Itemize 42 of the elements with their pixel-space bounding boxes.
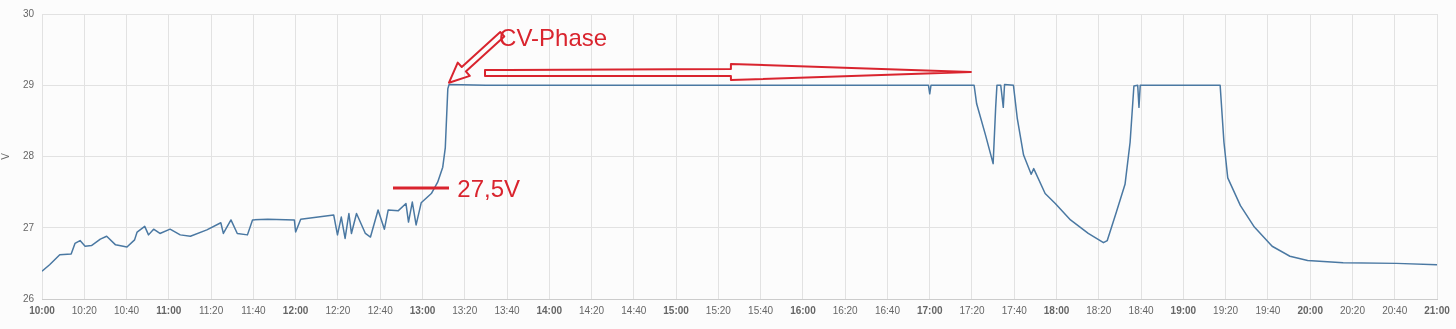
x-tick-label: 20:00 <box>1297 304 1324 316</box>
x-tick-label: 15:20 <box>705 304 732 316</box>
annotation: CV-Phase <box>499 23 608 51</box>
x-tick-label: 10:40 <box>114 304 140 316</box>
x-tick-label: 16:00 <box>790 304 817 316</box>
x-tick-label: 21:00 <box>1424 304 1451 316</box>
x-tick-label: 10:20 <box>71 304 98 316</box>
x-tick-label: 15:40 <box>748 304 774 316</box>
x-tick-label: 12:20 <box>325 304 351 316</box>
y-tick-label: 26 <box>22 292 35 304</box>
y-axis-title: V <box>0 152 11 160</box>
x-tick-label: 14:00 <box>536 304 563 316</box>
x-tick-label: 13:40 <box>494 304 520 316</box>
x-tick-label: 20:40 <box>1382 304 1408 316</box>
x-tick-label: 13:00 <box>409 304 436 316</box>
x-tick-label: 11:00 <box>156 304 182 316</box>
x-tick-label: 13:20 <box>452 304 478 316</box>
x-tick-label: 15:00 <box>663 304 690 316</box>
x-tick-label: 19:40 <box>1255 304 1281 316</box>
x-tick-label: 12:00 <box>282 304 309 316</box>
x-tick-label: 14:40 <box>621 304 647 316</box>
x-tick-label: 11:40 <box>241 304 266 316</box>
x-tick-label: 16:20 <box>832 304 859 316</box>
x-tick-label: 18:20 <box>1086 304 1112 316</box>
x-tick-label: 20:20 <box>1339 304 1366 316</box>
x-tick-label: 18:00 <box>1043 304 1070 316</box>
y-tick-label: 29 <box>22 79 35 90</box>
x-tick-label: 17:20 <box>959 304 985 316</box>
x-tick-label: 16:40 <box>874 304 901 316</box>
x-tick-label: 11:20 <box>198 304 224 316</box>
annotation: 27,5V <box>457 174 521 202</box>
y-tick-label: 27 <box>22 221 35 233</box>
x-tick-label: 14:20 <box>579 304 605 316</box>
x-tick-label: 17:40 <box>1001 304 1028 316</box>
x-tick-label: 12:40 <box>367 304 394 316</box>
y-tick-label: 30 <box>22 7 35 19</box>
y-tick-label: 28 <box>22 150 35 162</box>
x-tick-label: 18:40 <box>1128 304 1155 316</box>
x-tick-label: 19:00 <box>1170 304 1197 316</box>
x-tick-label: 19:20 <box>1213 304 1239 316</box>
x-tick-label: 10:00 <box>29 304 56 316</box>
x-tick-label: 17:00 <box>916 304 943 316</box>
